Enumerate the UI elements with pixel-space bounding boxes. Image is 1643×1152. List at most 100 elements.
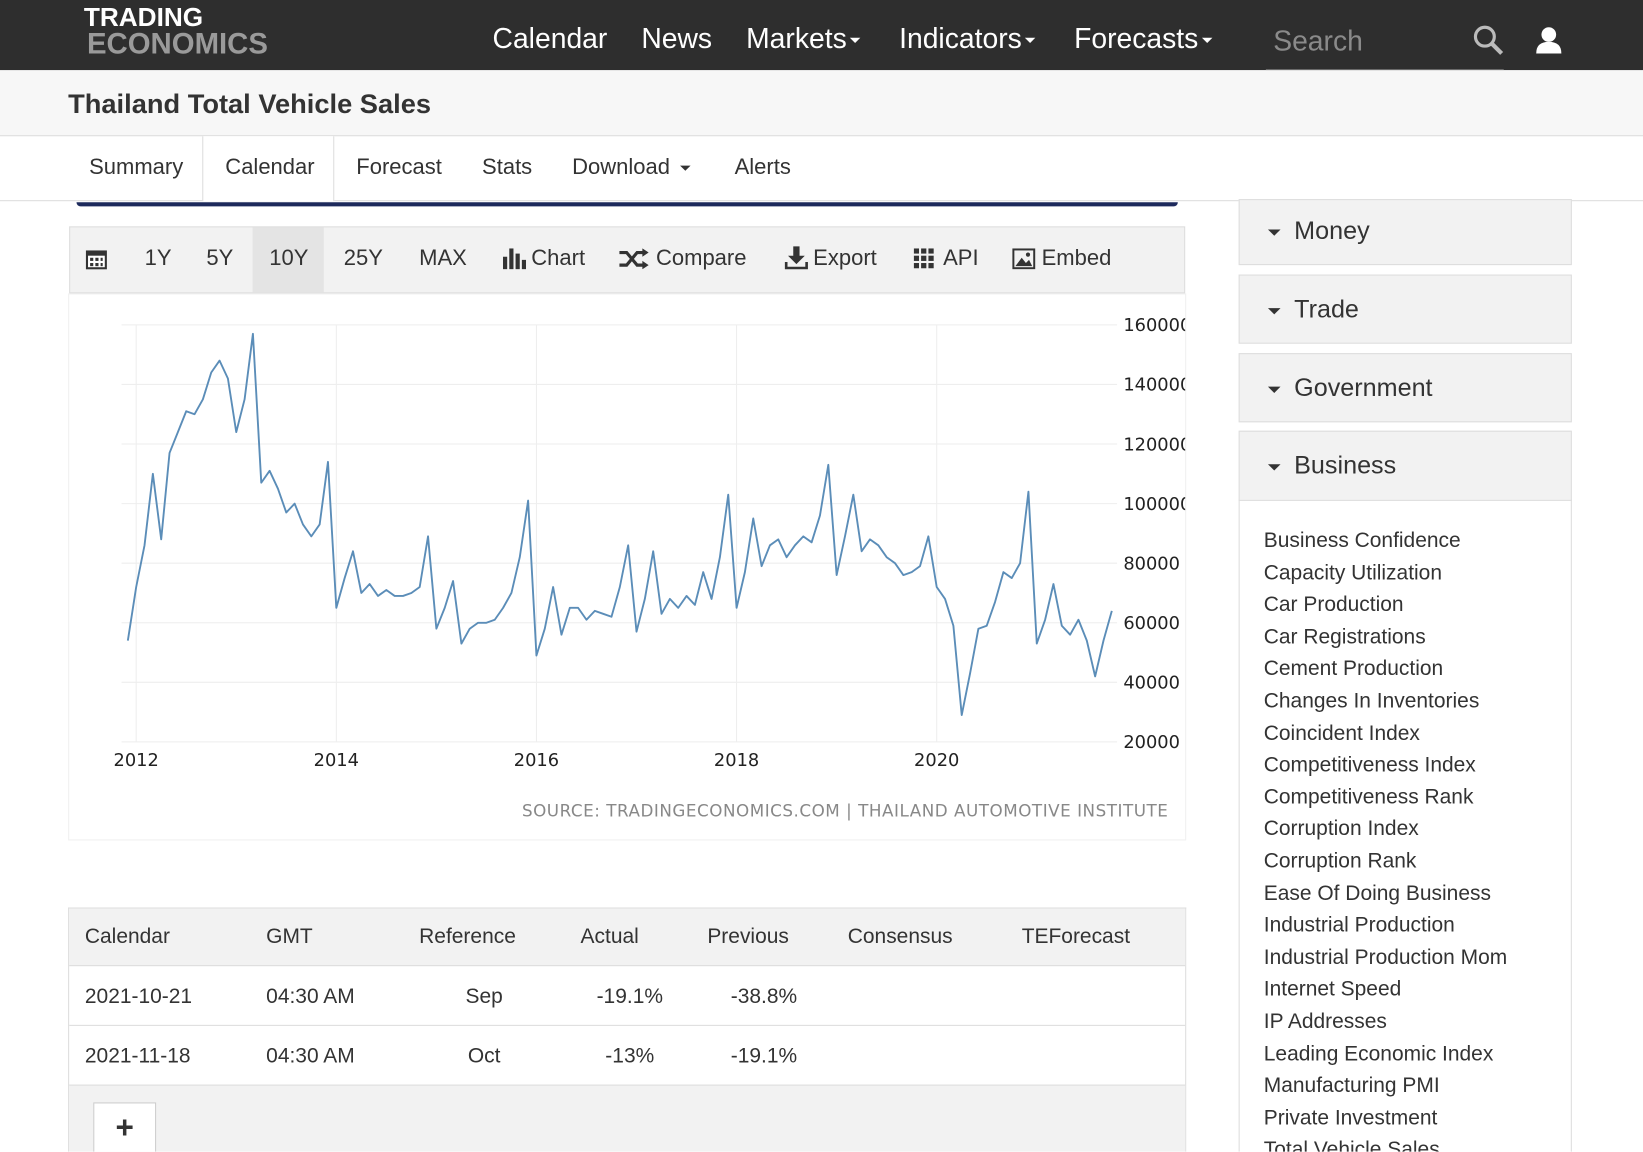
caret <box>1024 38 1036 44</box>
sidebar-link[interactable]: Changes In Inventories <box>1263 689 1480 713</box>
caret <box>1201 38 1212 44</box>
table-cell: -13% <box>605 1044 655 1068</box>
active-range <box>252 227 324 293</box>
sidebar-link[interactable]: Leading Economic Index <box>1263 1042 1494 1066</box>
sidebar-section[interactable]: Money <box>1238 199 1572 266</box>
sidebar-link[interactable]: Internet Speed <box>1263 978 1402 1002</box>
range-button[interactable]: 10Y <box>269 246 309 271</box>
table-cell: -38.8% <box>730 985 798 1009</box>
range-button[interactable]: 1Y <box>144 246 172 271</box>
table-cell: 2021-11-18 <box>84 1044 191 1068</box>
y-tick-label: 60000 <box>1123 613 1180 634</box>
sidebar-link[interactable]: Cement Production <box>1263 657 1444 681</box>
y-tick-label: 20000 <box>1123 732 1180 753</box>
logo-top[interactable]: TRADING <box>83 3 204 33</box>
y-tick-label: 40000 <box>1123 673 1180 694</box>
caret <box>1267 464 1281 471</box>
section-label: Money <box>1294 216 1370 246</box>
sidebar-link[interactable]: Manufacturing PMI <box>1263 1074 1440 1098</box>
title-bar <box>0 70 1643 137</box>
sidebar-section[interactable]: Trade <box>1238 274 1572 344</box>
embed-icon <box>1012 248 1036 270</box>
sidebar-link[interactable]: Capacity Utilization <box>1263 561 1442 585</box>
table-cell: 2021-10-21 <box>84 985 193 1009</box>
sidebar-link[interactable]: Competitiveness Rank <box>1263 785 1474 809</box>
nav-item[interactable]: Markets <box>746 23 861 55</box>
sidebar-link[interactable]: Coincident Index <box>1263 721 1420 745</box>
sidebar-link[interactable]: Ease Of Doing Business <box>1263 881 1491 905</box>
nav-item[interactable]: Calendar <box>492 23 608 55</box>
sidebar-link[interactable]: Private Investment <box>1263 1106 1438 1130</box>
top-bar <box>0 0 1643 71</box>
tab[interactable]: Forecast <box>356 155 442 180</box>
nav-item[interactable]: News <box>641 23 713 55</box>
x-tick-label: 2016 <box>514 750 559 771</box>
section-label: Business <box>1294 451 1397 480</box>
table-cell: 04:30 AM <box>266 985 355 1009</box>
column-header: Reference <box>419 925 516 949</box>
compare-icon <box>619 248 649 270</box>
tab[interactable]: Alerts <box>734 155 791 180</box>
sidebar-section[interactable]: Government <box>1238 353 1572 423</box>
toolbar-button[interactable]: API <box>943 246 979 271</box>
sidebar-link[interactable]: Car Production <box>1263 593 1404 617</box>
y-tick-label: 160000 <box>1123 315 1186 336</box>
sidebar-link[interactable]: Corruption Index <box>1263 817 1419 841</box>
sidebar-link[interactable]: IP Addresses <box>1263 1010 1387 1034</box>
tab[interactable]: Download <box>572 155 691 180</box>
range-button[interactable]: 5Y <box>206 246 234 271</box>
x-tick-label: 2018 <box>714 750 759 771</box>
sidebar-section[interactable]: Business <box>1238 430 1572 501</box>
active-tab <box>202 136 335 202</box>
sidebar-link[interactable]: Corruption Rank <box>1263 849 1417 873</box>
calendar-icon[interactable] <box>85 247 108 270</box>
column-header: GMT <box>266 925 313 949</box>
calendar-table <box>68 907 1187 1152</box>
table-cell: -19.1% <box>730 1044 798 1068</box>
tabs-border <box>0 200 1643 202</box>
sidebar-link[interactable]: Business Confidence <box>1263 529 1461 553</box>
toolbar-button[interactable]: Export <box>813 246 877 271</box>
nav-label: Forecasts <box>1074 23 1199 55</box>
section-label: Government <box>1294 374 1433 403</box>
column-header: TEForecast <box>1021 925 1131 949</box>
table-footer <box>69 1084 1186 1152</box>
y-tick-label: 80000 <box>1123 553 1180 574</box>
column-header: Calendar <box>84 925 170 949</box>
add-button[interactable]: + <box>93 1102 157 1152</box>
sidebar-link[interactable]: Total Vehicle Sales <box>1263 1138 1440 1152</box>
x-tick-label: 2020 <box>914 750 959 771</box>
range-button[interactable]: 25Y <box>343 246 383 271</box>
search-placeholder: Search <box>1273 25 1363 57</box>
toolbar-button[interactable]: Compare <box>655 246 747 271</box>
accent-line <box>76 202 1178 207</box>
nav-label: Indicators <box>899 23 1022 55</box>
caret <box>849 38 861 44</box>
tab[interactable]: Summary <box>89 155 184 180</box>
sidebar-link[interactable]: Industrial Production <box>1263 913 1455 938</box>
search-box[interactable]: Search <box>1265 23 1504 71</box>
tab-label: Download <box>572 155 671 180</box>
tab[interactable]: Stats <box>482 155 533 180</box>
tab[interactable]: Calendar <box>225 155 315 180</box>
toolbar-button[interactable]: Chart <box>531 246 586 271</box>
table-cell: 04:30 AM <box>266 1044 355 1068</box>
nav-item[interactable]: Indicators <box>899 23 1036 55</box>
table-cell: -19.1% <box>596 985 663 1009</box>
sidebar-link[interactable]: Car Registrations <box>1263 625 1426 649</box>
sidebar-link[interactable]: Competitiveness Index <box>1263 753 1476 777</box>
y-tick-label: 140000 <box>1123 375 1186 396</box>
toolbar-button[interactable]: Embed <box>1041 246 1112 271</box>
y-tick-label: 100000 <box>1123 494 1186 515</box>
search-icon[interactable] <box>1471 23 1505 57</box>
range-button[interactable]: MAX <box>419 246 467 271</box>
sidebar-link[interactable]: Industrial Production Mom <box>1263 946 1508 970</box>
sidebar-links <box>1238 499 1572 1152</box>
user-icon[interactable] <box>1534 25 1563 54</box>
table-cell: Sep <box>465 985 503 1009</box>
caret <box>1267 308 1281 315</box>
nav-item[interactable]: Forecasts <box>1074 23 1212 55</box>
page-title: Thailand Total Vehicle Sales <box>68 88 432 120</box>
logo-bottom[interactable]: ECONOMICS <box>86 27 268 60</box>
